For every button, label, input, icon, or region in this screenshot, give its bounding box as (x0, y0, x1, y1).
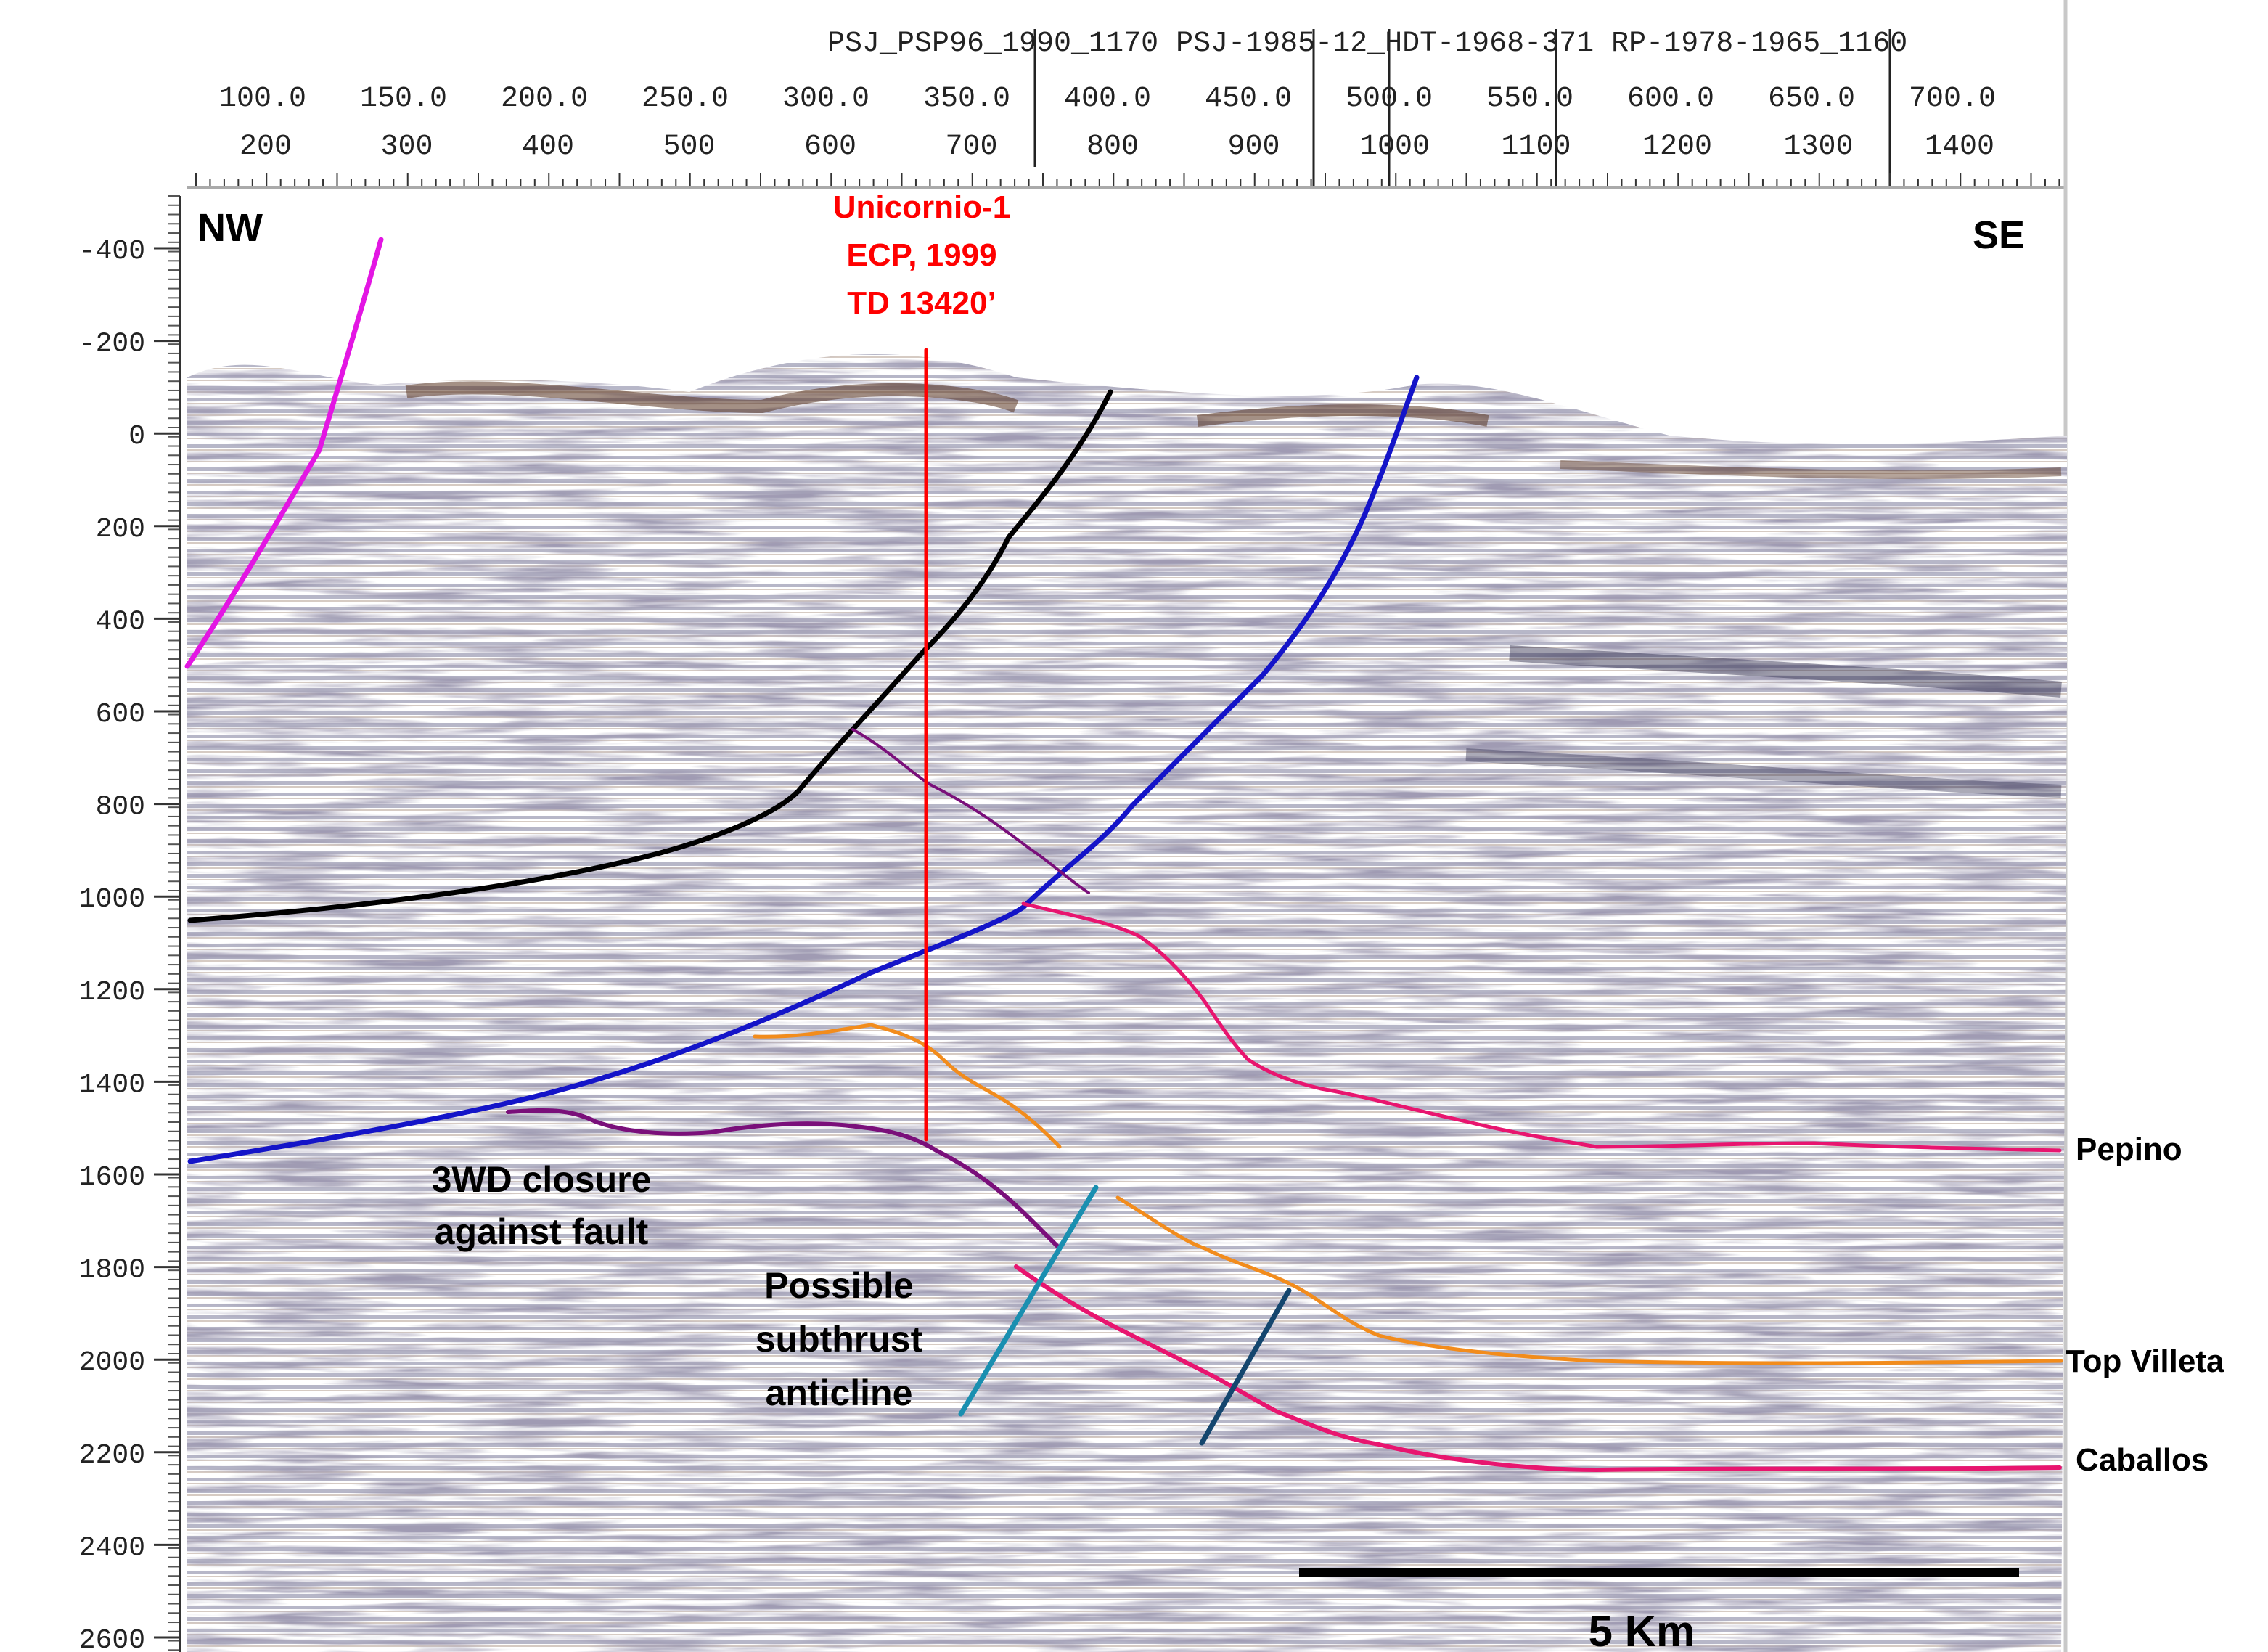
depth-axis-tick-label: 600 (96, 699, 145, 730)
depth-axis-tick-label: 2600 (79, 1625, 145, 1652)
dark-teal-fault (1199, 1288, 1292, 1446)
depth-axis-tick-label: 800 (96, 792, 145, 823)
trace-ruler (195, 173, 2060, 186)
lower-axis-tick-label: 300 (380, 131, 433, 163)
lower-axis-tick-label: 200 (240, 131, 292, 163)
pepino-horizon (1021, 901, 2062, 1153)
depth-axis: -400 -200 0 200 400 600 800 1000 1200 1400 1600 180… (0, 187, 187, 1652)
depth-axis-tick-label: 2200 (79, 1440, 145, 1471)
depth-axis-tick-label: 2400 (79, 1532, 145, 1563)
scale-bar-label: 5 Km (1589, 1607, 1695, 1652)
lower-axis-tick-label: 800 (1086, 131, 1139, 163)
lower-axis-tick-label: 1100 (1501, 131, 1571, 163)
closure-label-line1: 3WD closure (432, 1159, 652, 1200)
depth-axis-tick-label: 1600 (79, 1162, 145, 1193)
upper-axis-tick-label: 150.0 (360, 83, 447, 115)
closure-horizon (506, 1108, 1062, 1251)
depth-axis-labels: -400 -200 0 200 400 600 800 1000 1200 1400 1600 180… (79, 236, 180, 1652)
top-villeta-horizon (753, 1023, 1062, 1149)
lower-axis-tick-label: 1200 (1642, 131, 1712, 163)
depth-axis-tick-label: 200 (96, 514, 145, 545)
depth-axis-tick-label: -200 (79, 329, 145, 360)
lower-axis-tick-label: 600 (804, 131, 856, 163)
subthrust-label-line1: Possible (764, 1265, 914, 1306)
black-fault (187, 389, 1113, 923)
upper-axis-tick-label: 600.0 (1627, 83, 1714, 115)
upper-axis-tick-label: 450.0 (1205, 83, 1292, 115)
annotations: NW SE Unicornio-1 ECP, 1999 TD 13420’ 3W… (197, 189, 2224, 1478)
horizon-label-top-villeta: Top Villeta (2066, 1344, 2224, 1379)
depth-axis-tick-label: 1800 (79, 1255, 145, 1286)
upper-axis-tick-label: 350.0 (923, 83, 1010, 115)
lower-axis-tick-label: 1400 (1925, 131, 1994, 163)
scale-bar: 5 Km (1299, 1568, 2019, 1652)
teal-fault (958, 1185, 1099, 1417)
upper-axis-tick-label: 700.0 (1909, 83, 1996, 115)
depth-axis-tick-label: 0 (128, 421, 145, 452)
lower-axis-tick-label: 1300 (1783, 131, 1853, 163)
seismic-section (187, 353, 2067, 1652)
seismic-line-labels: PSJ_PSP96_1990_1170 PSJ-1985-12_HDT-1968… (827, 28, 1907, 60)
subthrust-label-line2: subthrust (756, 1319, 923, 1359)
purple-fault-horizon (851, 728, 1090, 894)
upper-axis-tick-label: 650.0 (1768, 83, 1855, 115)
direction-se: SE (1973, 213, 2025, 257)
upper-axis-tick-label: 550.0 (1486, 83, 1573, 115)
depth-axis-tick-label: 1200 (79, 977, 145, 1008)
lower-axis-tick-label: 900 (1227, 131, 1280, 163)
header-axes: PSJ_PSP96_1990_1170 PSJ-1985-12_HDT-1968… (0, 0, 2268, 189)
tie-line-markers (1033, 29, 1891, 189)
depth-axis-tick-label: 1400 (79, 1069, 145, 1100)
upper-axis-tick-label: 300.0 (782, 83, 869, 115)
depth-axis-tick-label: -400 (79, 236, 145, 267)
depth-axis-tick-label: 1000 (79, 884, 145, 915)
lower-axis: 200 300 400 500 600 700 800 900 1000 1100 1200 1300… (240, 131, 1994, 163)
caballos-horizon (1014, 1264, 2062, 1472)
well-name: Unicornio-1 (833, 189, 1010, 225)
upper-axis-tick-label: 250.0 (642, 83, 729, 115)
horizon-label-caballos: Caballos (2076, 1442, 2208, 1478)
well-total-depth: TD 13420’ (847, 285, 996, 321)
depth-axis-tick-label: 400 (96, 606, 145, 637)
interpretation (184, 237, 2063, 1472)
closure-label-line2: against fault (435, 1211, 649, 1252)
depth-axis-tick-label: 2000 (79, 1347, 145, 1378)
well-operator-year: ECP, 1999 (846, 237, 996, 273)
top-villeta-horizon-east (1115, 1195, 2063, 1365)
lower-axis-tick-label: 400 (522, 131, 574, 163)
upper-axis-tick-label: 100.0 (219, 83, 306, 115)
upper-axis-tick-label: 200.0 (501, 83, 588, 115)
subthrust-label-line3: anticline (766, 1373, 913, 1413)
upper-axis: 100.0 150.0 200.0 250.0 300.0 350.0 400.0 450.0… (219, 83, 1996, 115)
lower-axis-tick-label: 500 (663, 131, 715, 163)
depth-axis-minor-ticks (168, 195, 180, 1651)
upper-axis-tick-label: 400.0 (1064, 83, 1151, 115)
magenta-fault (184, 237, 384, 669)
lower-axis-tick-label: 1000 (1360, 131, 1430, 163)
direction-nw: NW (197, 206, 263, 250)
lower-axis-tick-label: 700 (945, 131, 997, 163)
horizon-label-pepino: Pepino (2076, 1132, 2182, 1167)
